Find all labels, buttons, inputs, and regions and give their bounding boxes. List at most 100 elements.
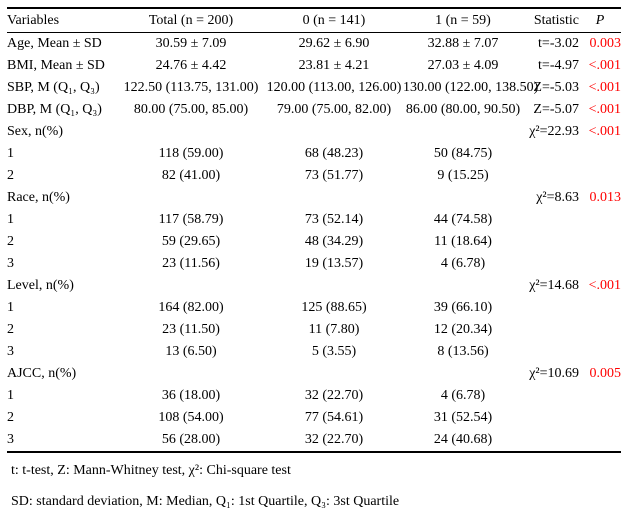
- statistic-value: [523, 231, 579, 253]
- total-value: 82 (41.00): [161, 168, 221, 183]
- table-subrow: 1 118 (59.00) 68 (48.23) 50 (84.75): [7, 143, 621, 165]
- table-subrow: 1 164 (82.00) 125 (88.65) 39 (66.10): [7, 297, 621, 319]
- p-value: [579, 319, 621, 341]
- total-value: 80.00 (75.00, 85.00): [133, 102, 249, 117]
- total-value: 30.59 ± 7.09: [155, 36, 227, 51]
- baseline-characteristics-table: Variables Total (n = 200) 0 (n = 141) 1 …: [7, 7, 621, 453]
- group1-value: 11 (18.64): [434, 234, 492, 249]
- row-label: Race, n(%): [7, 190, 70, 205]
- group0-value: 32 (22.70): [304, 432, 364, 447]
- total-value: 23 (11.50): [162, 322, 220, 337]
- total-value: [117, 363, 265, 385]
- group0-value: 68 (48.23): [304, 146, 364, 161]
- row-label: Sex, n(%): [7, 124, 63, 139]
- p-value: [579, 231, 621, 253]
- group0-value: [265, 187, 403, 209]
- row-label: 1: [7, 146, 14, 161]
- group0-value: [265, 121, 403, 143]
- group1-value: 130.00 (122.00, 138.50): [403, 80, 539, 95]
- group1-value: 24 (40.68): [433, 432, 493, 447]
- table-row: Level, n(%) χ²=14.68 <.001: [7, 275, 621, 297]
- statistic-value: [523, 253, 579, 275]
- group0-value: 29.62 ± 6.90: [298, 36, 370, 51]
- p-value: <.001: [588, 278, 621, 293]
- statistic-value: [523, 143, 579, 165]
- row-label: 1: [7, 300, 14, 315]
- column-header-variables: Variables: [7, 8, 117, 33]
- total-value: 36 (18.00): [161, 388, 221, 403]
- table-subrow: 3 13 (6.50) 5 (3.55) 8 (13.56): [7, 341, 621, 363]
- row-label: Level, n(%): [7, 278, 74, 293]
- group1-value: 50 (84.75): [433, 146, 493, 161]
- statistic-value: χ²=22.93: [529, 124, 579, 139]
- group0-value: [265, 363, 403, 385]
- total-value: 164 (82.00): [158, 300, 224, 315]
- statistic-value: [523, 385, 579, 407]
- group0-value: 125 (88.65): [301, 300, 367, 315]
- total-value: 108 (54.00): [158, 410, 224, 425]
- group0-value: 73 (51.77): [304, 168, 364, 183]
- p-value: 0.013: [589, 190, 622, 205]
- row-label: 2: [7, 410, 14, 425]
- table-row: BMI, Mean ± SD 24.76 ± 4.42 23.81 ± 4.21 27…: [7, 55, 621, 77]
- p-value: [579, 429, 621, 452]
- row-label: 1: [7, 212, 14, 227]
- statistic-value: [523, 165, 579, 187]
- statistic-value: [523, 429, 579, 452]
- row-label: 2: [7, 322, 14, 337]
- group1-value: 9 (15.25): [437, 168, 489, 183]
- table-subrow: 3 56 (28.00) 32 (22.70) 24 (40.68): [7, 429, 621, 452]
- table-subrow: 2 23 (11.50) 11 (7.80) 12 (20.34): [7, 319, 621, 341]
- total-value: [117, 121, 265, 143]
- column-header-statistic: Statistic: [523, 8, 579, 33]
- group0-value: [265, 275, 403, 297]
- group1-value: [403, 121, 523, 143]
- row-label: 3: [7, 432, 14, 447]
- statistic-value: χ²=10.69: [529, 366, 579, 381]
- statistic-value: [523, 209, 579, 231]
- row-label: 1: [7, 388, 14, 403]
- statistic-value: χ²=8.63: [536, 190, 579, 205]
- group0-value: 23.81 ± 4.21: [298, 58, 370, 73]
- table-subrow: 1 36 (18.00) 32 (22.70) 4 (6.78): [7, 385, 621, 407]
- group1-value: 27.03 ± 4.09: [427, 58, 499, 73]
- group1-value: 86.00 (80.00, 90.50): [405, 102, 521, 117]
- p-value: <.001: [588, 124, 621, 139]
- table-row: DBP, M (Q₁, Q₃) 80.00 (75.00, 85.00) 79.00…: [7, 99, 621, 121]
- table-subrow: 2 108 (54.00) 77 (54.61) 31 (52.54): [7, 407, 621, 429]
- group1-value: 32.88 ± 7.07: [427, 36, 499, 51]
- statistic-value: Z=-5.03: [533, 80, 579, 95]
- table-subrow: 1 117 (58.79) 73 (52.14) 44 (74.58): [7, 209, 621, 231]
- footnote-abbreviations: SD: standard deviation, M: Median, Q₁: 1…: [11, 494, 400, 509]
- group1-value: [403, 363, 523, 385]
- row-label: 2: [7, 168, 14, 183]
- group0-value: 73 (52.14): [304, 212, 364, 227]
- total-value: 117 (58.79): [158, 212, 224, 227]
- row-label: DBP, M (Q₁, Q₃): [7, 102, 102, 117]
- group0-value: 120.00 (113.00, 126.00): [266, 80, 402, 95]
- table-row: Sex, n(%) χ²=22.93 <.001: [7, 121, 621, 143]
- group1-value: [403, 187, 523, 209]
- p-value: 0.003: [589, 36, 622, 51]
- group0-value: 11 (7.80): [308, 322, 360, 337]
- total-value: [117, 275, 265, 297]
- group0-value: 77 (54.61): [304, 410, 364, 425]
- table-row: AJCC, n(%) χ²=10.69 0.005: [7, 363, 621, 385]
- group1-value: 8 (13.56): [437, 344, 489, 359]
- row-label: 2: [7, 234, 14, 249]
- p-value: <.001: [588, 102, 621, 117]
- total-value: 59 (29.65): [161, 234, 221, 249]
- column-header-group0: 0 (n = 141): [265, 8, 403, 33]
- table-subrow: 2 82 (41.00) 73 (51.77) 9 (15.25): [7, 165, 621, 187]
- row-label: 3: [7, 256, 14, 271]
- table-row: Race, n(%) χ²=8.63 0.013: [7, 187, 621, 209]
- group1-value: [403, 275, 523, 297]
- statistic-value: [523, 297, 579, 319]
- p-value: 0.005: [589, 366, 622, 381]
- group0-value: 79.00 (75.00, 82.00): [276, 102, 392, 117]
- row-label: BMI, Mean ± SD: [7, 58, 105, 73]
- p-value: [579, 407, 621, 429]
- p-value: [579, 253, 621, 275]
- total-value: 13 (6.50): [165, 344, 217, 359]
- group0-value: 32 (22.70): [304, 388, 364, 403]
